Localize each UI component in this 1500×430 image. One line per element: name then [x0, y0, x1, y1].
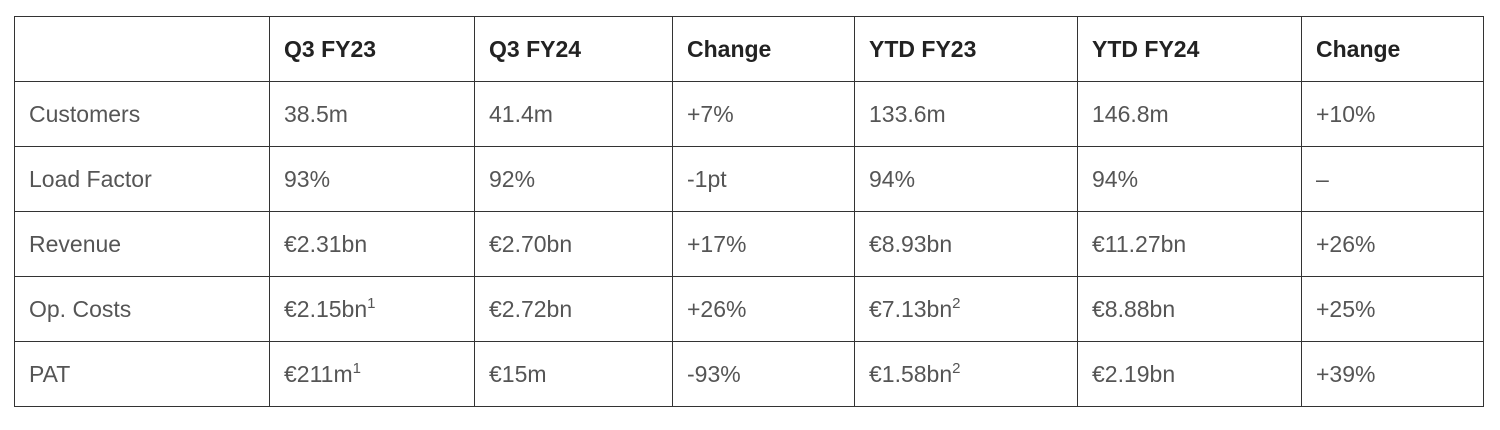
- cell: €2.19bn: [1077, 341, 1302, 407]
- cell: €2.72bn: [474, 276, 673, 342]
- cell: €2.70bn: [474, 211, 673, 277]
- cell: €15m: [474, 341, 673, 407]
- table-row: PAT €211m1 €15m -93% €1.58bn2 €2.19bn +39%: [14, 341, 1484, 407]
- footnote-marker: 2: [952, 359, 961, 377]
- column-header: Q3 FY23: [269, 16, 475, 82]
- row-label: Revenue: [14, 211, 270, 277]
- cell: +25%: [1301, 276, 1484, 342]
- row-label: Customers: [14, 81, 270, 147]
- cell: 94%: [1077, 146, 1302, 212]
- row-label: Op. Costs: [14, 276, 270, 342]
- row-label: Load Factor: [14, 146, 270, 212]
- cell: 41.4m: [474, 81, 673, 147]
- cell: +17%: [672, 211, 855, 277]
- row-label: PAT: [14, 341, 270, 407]
- cell-value: €211m: [284, 360, 353, 387]
- cell: €1.58bn2: [854, 341, 1078, 407]
- cell: 133.6m: [854, 81, 1078, 147]
- cell: -93%: [672, 341, 855, 407]
- cell: €2.31bn: [269, 211, 475, 277]
- table-body: Customers 38.5m 41.4m +7% 133.6m 146.8m +10% Lo…: [14, 81, 1484, 407]
- cell: +26%: [672, 276, 855, 342]
- header-row: Q3 FY23 Q3 FY24 Change YTD FY23 YTD FY24 Chan…: [14, 16, 1484, 82]
- table-row: Customers 38.5m 41.4m +7% 133.6m 146.8m +10%: [14, 81, 1484, 147]
- cell: €2.15bn1: [269, 276, 475, 342]
- cell: +10%: [1301, 81, 1484, 147]
- cell-value: €2.15bn: [284, 295, 368, 322]
- column-header: YTD FY23: [854, 16, 1078, 82]
- cell: 146.8m: [1077, 81, 1302, 147]
- footnote-marker: 1: [367, 294, 376, 312]
- results-table: Q3 FY23 Q3 FY24 Change YTD FY23 YTD FY24 Chan…: [14, 16, 1484, 407]
- column-header: Change: [672, 16, 855, 82]
- footnote-marker: 1: [352, 359, 361, 377]
- cell: –: [1301, 146, 1484, 212]
- table-row: Load Factor 93% 92% -1pt 94% 94% –: [14, 146, 1484, 212]
- cell: €11.27bn: [1077, 211, 1302, 277]
- cell: 92%: [474, 146, 673, 212]
- table-row: Op. Costs €2.15bn1 €2.72bn +26% €7.13bn2 €8.8…: [14, 276, 1484, 342]
- cell: 38.5m: [269, 81, 475, 147]
- cell: €7.13bn2: [854, 276, 1078, 342]
- cell-value: €1.58bn: [869, 360, 953, 387]
- cell: +26%: [1301, 211, 1484, 277]
- cell: +7%: [672, 81, 855, 147]
- cell: 94%: [854, 146, 1078, 212]
- cell-value: €7.13bn: [869, 295, 953, 322]
- cell: +39%: [1301, 341, 1484, 407]
- cell: -1pt: [672, 146, 855, 212]
- footnote-marker: 2: [952, 294, 961, 312]
- cell: 93%: [269, 146, 475, 212]
- cell: €8.93bn: [854, 211, 1078, 277]
- column-header: Q3 FY24: [474, 16, 673, 82]
- corner-cell: [14, 16, 270, 82]
- cell: €211m1: [269, 341, 475, 407]
- table-row: Revenue €2.31bn €2.70bn +17% €8.93bn €11.27bn…: [14, 211, 1484, 277]
- cell: €8.88bn: [1077, 276, 1302, 342]
- column-header: YTD FY24: [1077, 16, 1302, 82]
- column-header: Change: [1301, 16, 1484, 82]
